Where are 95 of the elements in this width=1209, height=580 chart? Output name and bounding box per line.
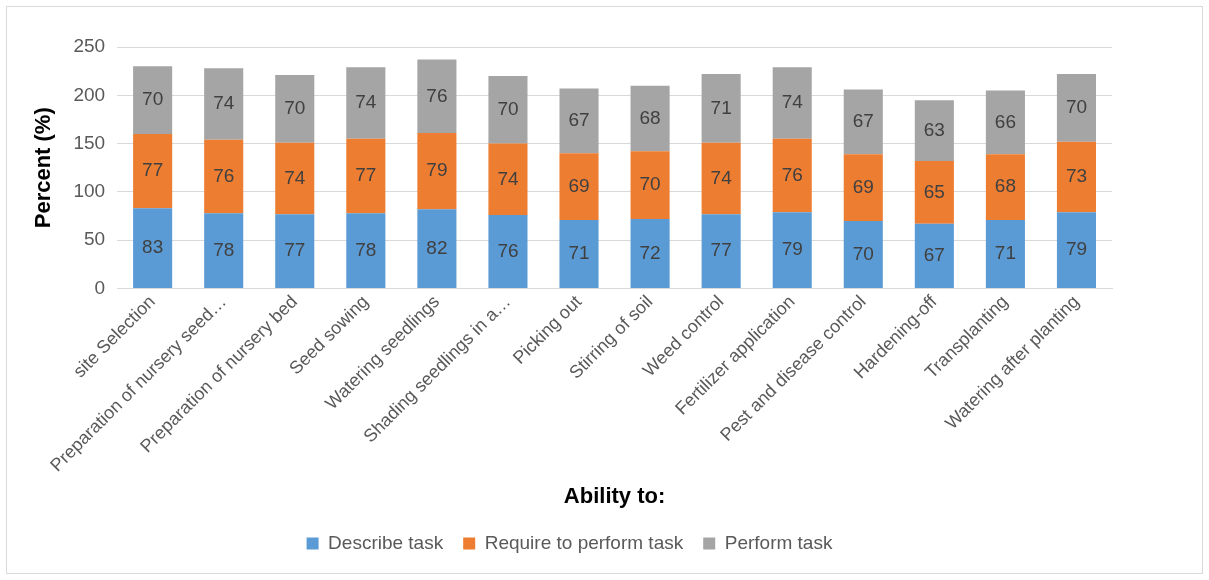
data-label: 69: [568, 174, 590, 196]
data-label: 74: [284, 166, 306, 188]
data-label: 77: [142, 159, 164, 181]
data-label: 69: [852, 175, 874, 197]
y-tick-label: 0: [94, 276, 106, 298]
bar: [914, 100, 954, 161]
bar: [559, 153, 599, 220]
bar: [204, 139, 244, 214]
legend-label: Require to perform task: [484, 531, 684, 553]
data-label: 67: [923, 244, 945, 266]
y-tick-label: 200: [73, 83, 106, 105]
bar: [488, 75, 528, 144]
data-label: 68: [639, 106, 661, 128]
data-label: 79: [426, 159, 448, 181]
bar: [985, 219, 1025, 289]
bar: [701, 74, 741, 143]
bar: [417, 132, 457, 210]
data-label: 65: [923, 180, 945, 202]
data-label: 71: [568, 242, 590, 264]
data-label: 70: [852, 242, 874, 264]
bar: [204, 68, 244, 140]
y-tick-label: 250: [73, 35, 106, 57]
data-label: 68: [994, 175, 1016, 197]
data-label: 71: [710, 96, 732, 118]
bar: [630, 218, 670, 289]
data-label: 70: [142, 88, 164, 110]
data-label: 76: [497, 239, 519, 261]
data-label: 73: [1065, 165, 1088, 187]
bar: [701, 214, 741, 289]
data-label: 77: [710, 239, 732, 261]
bar: [559, 88, 599, 154]
bar: [914, 161, 954, 224]
data-label: 70: [497, 98, 519, 120]
bar: [346, 213, 386, 289]
legend-label: Describe task: [328, 531, 444, 553]
y-axis-title: Percent (%): [30, 107, 56, 229]
bar: [843, 220, 883, 289]
bar: [204, 213, 244, 289]
data-label: 74: [355, 91, 377, 113]
bar: [275, 142, 315, 215]
data-label: 79: [781, 238, 803, 260]
data-label: 77: [284, 239, 306, 261]
data-label: 79: [1065, 238, 1088, 260]
bar: [133, 133, 173, 209]
data-label: 71: [994, 242, 1016, 264]
bar: [275, 214, 315, 289]
bar: [772, 212, 812, 289]
bar: [346, 138, 386, 214]
bar: [985, 154, 1025, 220]
bar: [1056, 212, 1097, 289]
bar: [772, 138, 812, 213]
bar: [133, 66, 173, 134]
data-label: 67: [568, 109, 590, 131]
bar: [843, 89, 883, 155]
data-label: 76: [781, 163, 803, 185]
data-label: 66: [994, 110, 1016, 132]
data-label: 74: [781, 91, 804, 113]
bar: [843, 154, 883, 221]
y-tick-label: 50: [83, 228, 106, 250]
data-label: 70: [284, 97, 306, 119]
data-label: 70: [1065, 96, 1088, 118]
bar: [417, 59, 457, 133]
bar: [985, 90, 1025, 155]
data-label: 76: [213, 164, 235, 186]
data-label: 67: [852, 110, 874, 132]
bar: [488, 215, 528, 289]
bar: [275, 75, 315, 143]
bar: [488, 143, 528, 216]
data-label: 74: [497, 167, 519, 189]
bar: [772, 67, 812, 139]
data-label: 76: [426, 84, 448, 106]
bar: [346, 67, 386, 139]
y-tick-label: 100: [73, 180, 106, 202]
data-label: 83: [142, 236, 164, 258]
data-label: 63: [923, 118, 945, 140]
bar: [417, 209, 457, 289]
bar: [914, 223, 954, 289]
data-label: 74: [213, 92, 235, 114]
data-label: 78: [355, 238, 377, 260]
bar: [1056, 74, 1097, 142]
bar: [701, 142, 741, 215]
bar: [133, 208, 173, 289]
data-label: 74: [710, 166, 733, 188]
data-label: 72: [639, 241, 661, 263]
bar: [1056, 141, 1097, 213]
data-label: 77: [355, 164, 377, 186]
x-axis-title: Ability to:: [563, 482, 666, 508]
bar: [630, 85, 670, 152]
data-label: 70: [639, 173, 661, 195]
bar: [559, 219, 599, 289]
y-tick-label: 150: [73, 131, 106, 153]
bar: [630, 151, 670, 219]
data-label: 78: [213, 238, 235, 260]
legend-label: Perform task: [724, 531, 833, 553]
data-label: 82: [426, 236, 448, 258]
